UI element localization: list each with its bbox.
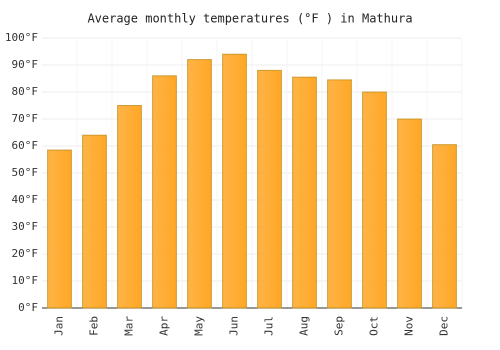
x-tick-label: Jan — [53, 316, 66, 336]
y-tick-label: 40°F — [12, 193, 39, 206]
bar — [432, 144, 457, 309]
x-tick-label: May — [193, 316, 206, 336]
bar — [47, 149, 72, 309]
x-tick-label: Sep — [333, 316, 346, 336]
x-tick-label: Jun — [228, 316, 241, 336]
x-tick-label: Oct — [368, 316, 381, 336]
bar — [362, 91, 387, 309]
x-tick-label: Mar — [123, 316, 136, 336]
y-tick-label: 80°F — [12, 85, 39, 98]
bar — [222, 53, 247, 309]
x-tick-label: Aug — [298, 316, 311, 336]
x-tick-label: Jul — [263, 316, 276, 336]
x-tick-label: Nov — [403, 316, 416, 336]
chart-title: Average monthly temperatures (°F ) in Ma… — [87, 12, 412, 26]
bar — [397, 118, 422, 309]
x-tick-label: Apr — [158, 316, 171, 336]
bar — [152, 75, 177, 309]
bar — [327, 79, 352, 309]
y-tick-label: 100°F — [5, 31, 38, 44]
bar — [82, 134, 107, 309]
x-tick-label: Dec — [438, 316, 451, 336]
bar — [257, 69, 282, 309]
bar — [187, 59, 212, 309]
y-tick-label: 50°F — [12, 166, 39, 179]
y-tick-label: 60°F — [12, 139, 39, 152]
bar — [117, 105, 142, 309]
y-tick-label: 0°F — [18, 301, 38, 314]
y-tick-label: 20°F — [12, 247, 39, 260]
y-tick-label: 90°F — [12, 58, 39, 71]
y-tick-label: 30°F — [12, 220, 39, 233]
y-tick-label: 10°F — [12, 274, 39, 287]
bar — [292, 76, 317, 309]
y-tick-label: 70°F — [12, 112, 39, 125]
x-tick-label: Feb — [88, 316, 101, 336]
